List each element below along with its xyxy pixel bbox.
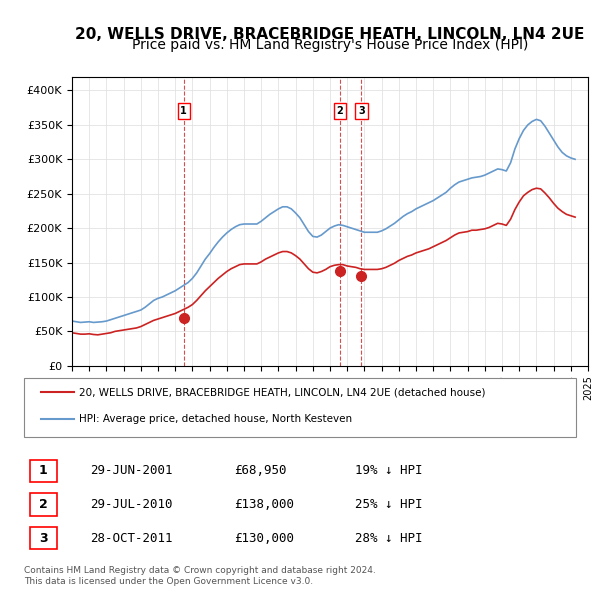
Text: 2: 2 <box>337 106 343 116</box>
FancyBboxPatch shape <box>29 493 57 516</box>
Text: 29-JUL-2010: 29-JUL-2010 <box>90 498 173 511</box>
Text: 28-OCT-2011: 28-OCT-2011 <box>90 532 173 545</box>
Text: 19% ↓ HPI: 19% ↓ HPI <box>355 464 422 477</box>
Text: £130,000: £130,000 <box>234 532 294 545</box>
Text: 3: 3 <box>39 532 47 545</box>
Text: 2: 2 <box>39 498 47 511</box>
FancyBboxPatch shape <box>24 378 576 437</box>
Text: 20, WELLS DRIVE, BRACEBRIDGE HEATH, LINCOLN, LN4 2UE: 20, WELLS DRIVE, BRACEBRIDGE HEATH, LINC… <box>76 27 584 41</box>
Text: 29-JUN-2001: 29-JUN-2001 <box>90 464 173 477</box>
FancyBboxPatch shape <box>29 527 57 549</box>
FancyBboxPatch shape <box>29 460 57 482</box>
Text: 20, WELLS DRIVE, BRACEBRIDGE HEATH, LINCOLN, LN4 2UE (detached house): 20, WELLS DRIVE, BRACEBRIDGE HEATH, LINC… <box>79 388 486 397</box>
Text: Price paid vs. HM Land Registry's House Price Index (HPI): Price paid vs. HM Land Registry's House … <box>132 38 528 53</box>
Text: 1: 1 <box>181 106 187 116</box>
Text: £138,000: £138,000 <box>234 498 294 511</box>
Text: 1: 1 <box>39 464 47 477</box>
Text: £68,950: £68,950 <box>234 464 286 477</box>
Text: HPI: Average price, detached house, North Kesteven: HPI: Average price, detached house, Nort… <box>79 414 352 424</box>
Text: 25% ↓ HPI: 25% ↓ HPI <box>355 498 422 511</box>
Text: Contains HM Land Registry data © Crown copyright and database right 2024.
This d: Contains HM Land Registry data © Crown c… <box>24 566 376 586</box>
Text: 28% ↓ HPI: 28% ↓ HPI <box>355 532 422 545</box>
Text: 3: 3 <box>358 106 365 116</box>
